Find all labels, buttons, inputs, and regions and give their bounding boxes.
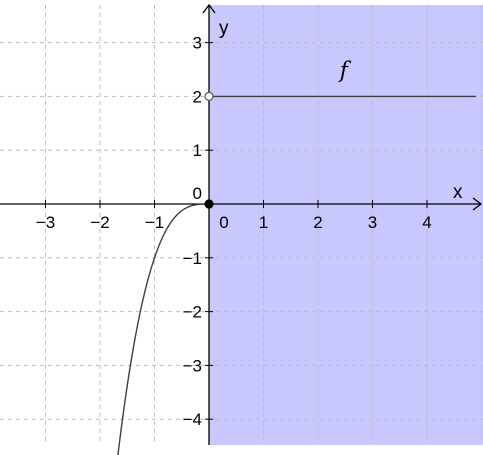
closed-point xyxy=(204,199,214,209)
y-tick-label: −4 xyxy=(183,410,202,429)
x-axis-label: x xyxy=(453,182,463,203)
y-tick-label: 2 xyxy=(193,87,202,106)
function-curves xyxy=(117,95,477,455)
x-tick-label: 4 xyxy=(422,213,431,232)
y-tick-label: −3 xyxy=(183,356,202,375)
x-tick-label: 0 xyxy=(219,213,228,232)
x-tick-label: 2 xyxy=(313,213,322,232)
x-tick-label: −2 xyxy=(90,213,109,232)
shaded-region xyxy=(209,5,483,445)
x-tick-label: 1 xyxy=(259,213,268,232)
y-tick-label: 1 xyxy=(193,141,202,160)
grid-lines xyxy=(0,5,483,445)
x-tick-label: −3 xyxy=(36,213,55,232)
open-point xyxy=(204,91,214,102)
y-tick-label: 3 xyxy=(193,34,202,53)
y-axis-arrow xyxy=(202,3,216,14)
y-tick-label: −1 xyxy=(183,249,202,268)
axes xyxy=(0,3,483,445)
x-tick-label: 3 xyxy=(368,213,377,232)
x-tick-label: −1 xyxy=(145,213,164,232)
y-axis-label: y xyxy=(219,18,229,39)
y-tick-label: 0 xyxy=(193,184,202,203)
function-piece xyxy=(117,203,209,455)
tick-labels: −3 −2 −1 0 1 2 3 4 3 2 1 0 −1 −2 −3 −4 xyxy=(36,34,432,430)
function-points xyxy=(204,91,214,209)
x-axis-arrow xyxy=(472,197,483,211)
y-tick-label: −2 xyxy=(183,303,202,322)
